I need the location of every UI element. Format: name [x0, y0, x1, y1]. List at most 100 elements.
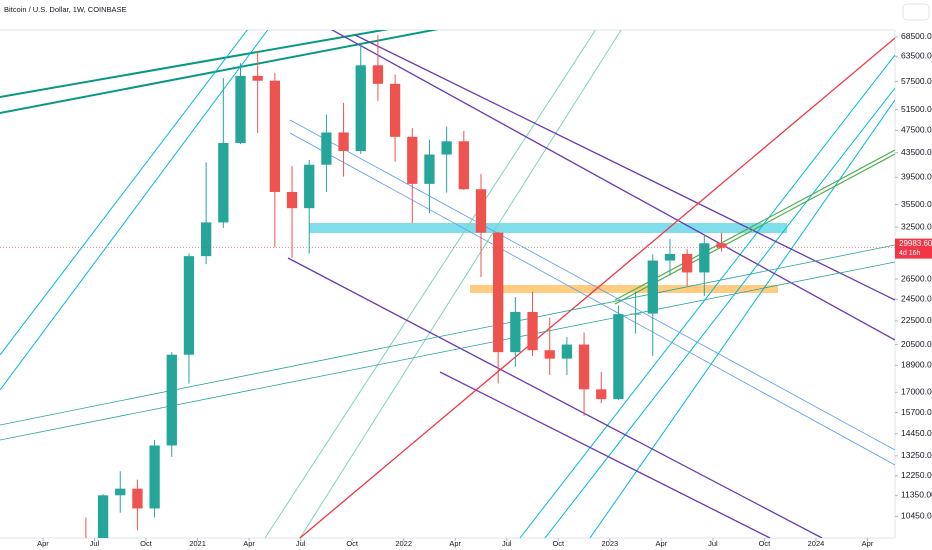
trendline — [0, 30, 269, 391]
trendline — [289, 119, 895, 451]
trendline — [0, 30, 248, 356]
resistance-zone — [309, 223, 787, 233]
y-tick-label: 32500.00 — [901, 221, 932, 231]
y-tick-label: 35500.00 — [901, 199, 932, 209]
y-tick-label: 20500.00 — [901, 339, 932, 349]
trendline — [264, 30, 597, 538]
candle-body — [424, 154, 435, 184]
last-price-tag — [895, 238, 932, 259]
candle-body — [578, 344, 590, 390]
x-tick-label: Apr — [449, 539, 461, 548]
y-tick-label: 17000.00 — [901, 387, 932, 397]
trendline — [0, 30, 439, 114]
candle-body — [321, 132, 332, 165]
y-tick-label: 22500.00 — [901, 315, 932, 325]
y-tick-label: 13250.00 — [901, 450, 932, 460]
candle-body — [596, 389, 607, 400]
candle-body — [200, 222, 212, 257]
candle-body — [561, 344, 573, 359]
chart-title: Bitcoin / U.S. Dollar, 1W, COINBASE — [4, 5, 127, 14]
candle-body — [183, 256, 195, 355]
x-tick-label: Oct — [552, 539, 565, 548]
x-tick-label: Jul — [90, 539, 100, 548]
y-tick-label: 63500.00 — [901, 51, 932, 61]
y-tick-label: 26500.00 — [901, 273, 932, 283]
trendline — [544, 87, 895, 538]
candle-body — [389, 83, 401, 137]
y-tick-label: 57500.00 — [901, 76, 932, 86]
x-tick-label: Apr — [37, 539, 49, 548]
candle-body — [407, 136, 418, 184]
candle-body — [304, 164, 315, 209]
trendline — [614, 153, 895, 305]
trendline — [289, 132, 895, 466]
y-tick-label: 12250.00 — [901, 470, 932, 480]
candle-body — [166, 354, 177, 446]
trendline — [299, 37, 895, 538]
candle-body — [252, 75, 263, 81]
candle-body — [681, 253, 693, 273]
trendline — [519, 54, 895, 538]
candle-body — [716, 243, 727, 248]
y-tick-label: 24500.00 — [901, 293, 932, 303]
y-tick-label: 68500.00 — [901, 31, 932, 41]
y-tick-label: 10450.00 — [901, 511, 932, 521]
trendline — [330, 30, 895, 341]
candle-body — [699, 243, 710, 273]
candle-body — [338, 132, 349, 151]
y-tick-label: 43500.00 — [901, 147, 932, 157]
candle-body — [664, 253, 676, 261]
candle-body — [441, 141, 452, 155]
y-tick-label: 51500.00 — [901, 104, 932, 114]
y-tick-label: 11350.00 — [901, 490, 932, 500]
candle-body — [235, 75, 246, 143]
trendline — [0, 244, 895, 426]
x-tick-label: Apr — [243, 539, 255, 548]
candle-body — [132, 488, 143, 509]
x-tick-label: 2024 — [808, 539, 825, 548]
candle-body — [97, 495, 109, 538]
y-tick-label: 15700.00 — [901, 407, 932, 417]
candle-body — [372, 65, 384, 84]
trendline — [0, 30, 390, 98]
x-tick-label: Oct — [759, 539, 772, 548]
x-tick-label: 2022 — [395, 539, 412, 548]
candle-body — [647, 260, 658, 314]
x-tick-label: 2021 — [189, 539, 206, 548]
x-tick-label: Jul — [296, 539, 306, 548]
candle-body — [613, 314, 624, 400]
drawings — [0, 30, 895, 538]
candle-body — [510, 311, 521, 353]
trendline — [439, 371, 771, 538]
support-zone — [470, 285, 778, 293]
trendline — [589, 99, 895, 538]
candle-body — [355, 65, 366, 151]
x-tick-label: Apr — [862, 539, 874, 548]
candle-body — [527, 311, 538, 351]
candle-body — [475, 189, 487, 233]
trendline — [0, 261, 895, 441]
countdown: 4d 16h — [899, 250, 921, 257]
candles — [85, 35, 727, 538]
toolbar-button[interactable] — [902, 3, 930, 21]
candle-body — [218, 142, 229, 223]
x-tick-label: Oct — [140, 539, 153, 548]
x-tick-label: Jul — [502, 539, 512, 548]
y-tick-label: 47500.00 — [901, 125, 932, 135]
y-tick-label: 39500.00 — [901, 172, 932, 182]
last-price-label: 29983.60 — [899, 239, 932, 248]
trendline — [299, 30, 622, 538]
x-tick-label: 2023 — [601, 539, 618, 548]
y-tick-label: 14450.00 — [901, 428, 932, 438]
trendline — [287, 257, 823, 538]
candle-body — [493, 232, 504, 353]
x-tick-label: Apr — [656, 539, 668, 548]
x-tick-label: Jul — [708, 539, 718, 548]
y-tick-label: 18900.00 — [901, 360, 932, 370]
candle-body — [269, 80, 281, 192]
candle-body — [630, 313, 641, 315]
candle-body — [115, 488, 126, 496]
candle-body — [544, 350, 555, 359]
trendline — [614, 149, 895, 301]
